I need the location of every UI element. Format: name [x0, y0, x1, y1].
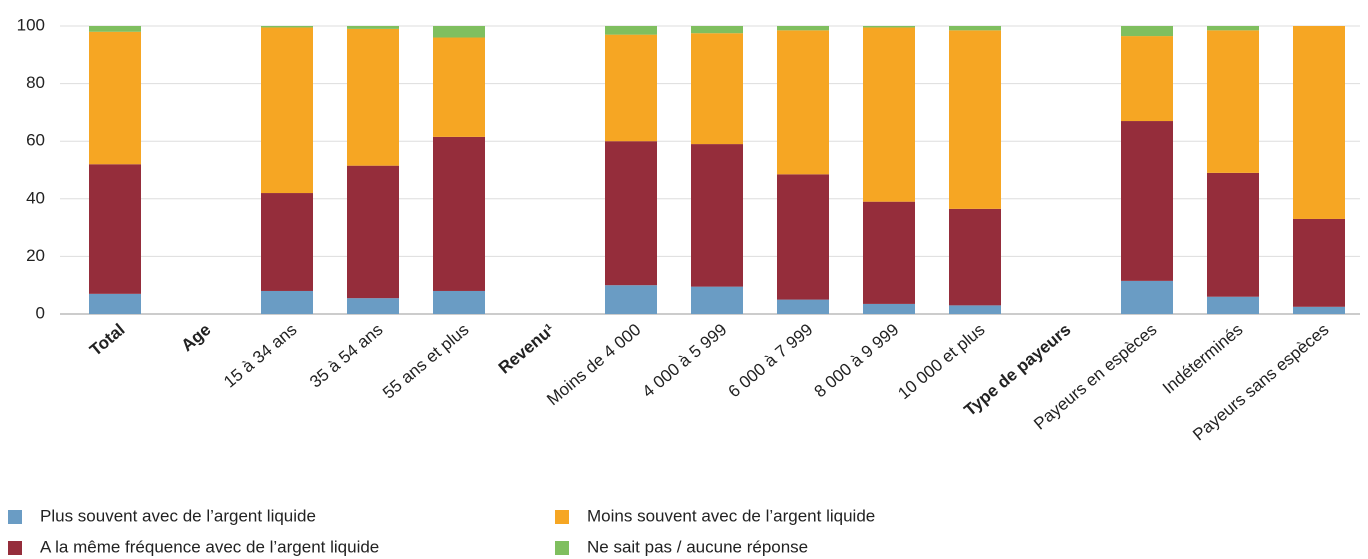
bar-segment [261, 193, 313, 291]
bar-segment [261, 290, 313, 314]
bar-segment [89, 293, 141, 314]
bar-segment [1293, 26, 1345, 219]
legend-label: Ne sait pas / aucune réponse [587, 537, 808, 556]
bar-segment [1207, 26, 1259, 31]
y-tick-label: 0 [36, 303, 45, 322]
bar-segment [347, 298, 399, 314]
y-tick-label: 80 [26, 73, 45, 92]
bar-segment [605, 141, 657, 286]
legend-swatch [555, 541, 569, 555]
bar-segment [949, 30, 1001, 209]
x-tick-label: Total [86, 320, 128, 360]
bar-segment [433, 136, 485, 291]
legend-label: Plus souvent avec de l’argent liquide [40, 506, 316, 525]
bar-segment [1207, 296, 1259, 314]
bar-segment [1293, 306, 1345, 314]
x-tick-label: 10 000 et plus [894, 320, 988, 403]
bar-segment [89, 164, 141, 294]
x-tick-label: 6 000 à 7 999 [725, 320, 817, 401]
bar-segment [949, 26, 1001, 31]
bar-segment [347, 28, 399, 166]
bar-segment [605, 285, 657, 314]
y-tick-label: 100 [17, 15, 45, 34]
x-tick-label: 4 000 à 5 999 [639, 320, 731, 401]
bar-segment [1121, 36, 1173, 122]
y-tick-label: 60 [26, 131, 45, 150]
bar-segment [1207, 30, 1259, 173]
bar-segment [1293, 218, 1345, 307]
legend-label: Moins souvent avec de l’argent liquide [587, 506, 875, 525]
bar-segment [433, 37, 485, 137]
x-tick-label: 8 000 à 9 999 [811, 320, 903, 401]
bar-segment [777, 299, 829, 314]
x-tick-label: Age [178, 320, 215, 355]
bar-segment [1121, 26, 1173, 37]
bar-segment [261, 26, 313, 28]
x-tick-label: 15 à 34 ans [220, 320, 300, 392]
legend-swatch [8, 510, 22, 524]
bar-segment [863, 201, 915, 304]
bar-segment [777, 174, 829, 300]
bar-segment [777, 30, 829, 175]
x-tick-label: Indéterminés [1159, 320, 1247, 398]
bar-segment [863, 303, 915, 314]
bar-segment [691, 286, 743, 314]
bar-segment [949, 305, 1001, 314]
bar-segment [1121, 280, 1173, 314]
bar-segment [691, 144, 743, 287]
bar-segment [1207, 172, 1259, 297]
x-tick-label: 35 à 54 ans [306, 320, 386, 392]
x-tick-label: Moins de 4 000 [543, 320, 644, 409]
legend-swatch [8, 541, 22, 555]
bar-segment [433, 26, 485, 38]
bar-segment [605, 26, 657, 35]
legend-label: A la même fréquence avec de l’argent liq… [40, 537, 379, 556]
x-tick-label: Revenu¹ [495, 320, 559, 378]
bar-segment [691, 33, 743, 145]
bar-segment [691, 26, 743, 34]
bar-segment [949, 208, 1001, 306]
bar-segment [347, 26, 399, 29]
bar-segment [89, 26, 141, 32]
bar-segment [347, 165, 399, 299]
y-tick-label: 40 [26, 188, 45, 207]
bar-segment [777, 26, 829, 31]
bar-segment [863, 26, 915, 28]
bar-segment [89, 31, 141, 165]
bar-segment [433, 290, 485, 314]
bar-segment [261, 27, 313, 194]
bar-segment [863, 27, 915, 202]
legend-swatch [555, 510, 569, 524]
x-tick-label: 55 ans et plus [379, 320, 472, 403]
bar-segment [1121, 121, 1173, 281]
bar-segment [605, 34, 657, 142]
y-tick-label: 20 [26, 246, 45, 265]
